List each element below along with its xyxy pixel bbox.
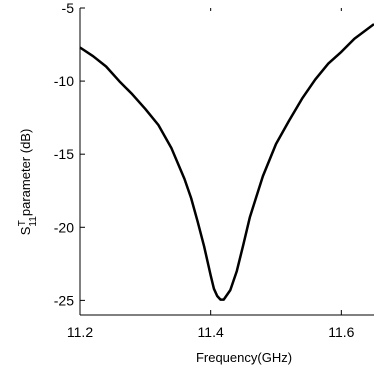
y-tick-label: -5: [62, 0, 75, 16]
y-tick-label: -25: [54, 292, 74, 308]
series-line: [79, 23, 374, 301]
chart-ticks: -5 -10 -15 -20 -25 11.2 11.4 11.6: [54, 0, 355, 340]
chart-axes: [79, 8, 374, 316]
y-axis-label-symbol: S: [18, 226, 33, 235]
y-axis-label-subscript: 11: [28, 216, 39, 227]
y-tick-label: -15: [54, 146, 74, 162]
chart-series: [79, 23, 374, 301]
y-tick-label: -20: [54, 219, 74, 235]
x-axis-label: Frequency(GHz): [196, 350, 292, 365]
x-tick-label: 11.6: [328, 324, 354, 340]
y-axis-label: S11Tparameter (dB): [17, 129, 39, 236]
x-tick-label: 11.2: [67, 324, 93, 340]
y-axis-label-rest: parameter (dB): [18, 129, 33, 216]
y-axis-label-superscript: T: [17, 220, 28, 226]
y-tick-label: -10: [54, 73, 74, 89]
x-tick-label: 11.4: [198, 324, 224, 340]
